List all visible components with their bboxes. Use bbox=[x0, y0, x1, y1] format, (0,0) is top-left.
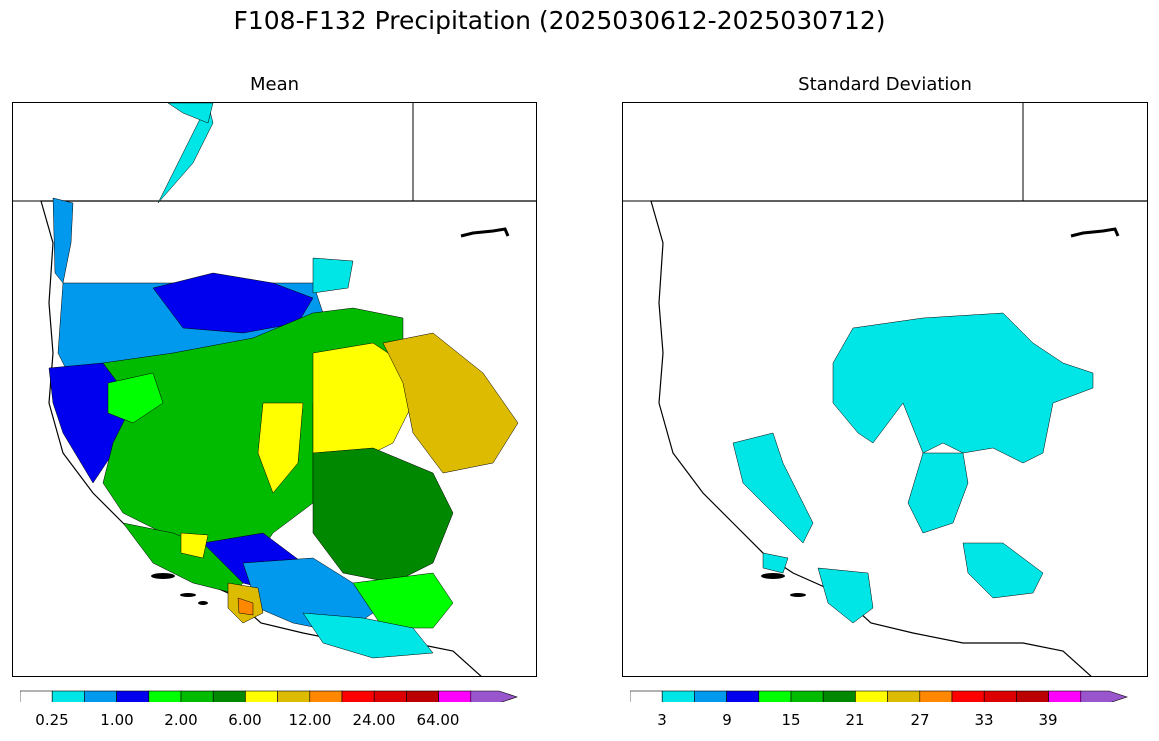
colorbar-swatch bbox=[20, 690, 53, 702]
colorbar-swatch bbox=[116, 690, 150, 702]
colorbar-swatch bbox=[661, 690, 695, 702]
colorbar-swatch bbox=[51, 690, 85, 702]
mean-map-svg bbox=[13, 103, 536, 676]
mean-colorbar-label: 64.00 bbox=[416, 711, 460, 729]
mean-colorbar-label: 0.25 bbox=[35, 711, 69, 729]
stddev-colorbar-label: 9 bbox=[722, 711, 732, 729]
colorbar-swatch bbox=[438, 690, 472, 702]
figure-title: F108-F132 Precipitation (2025030612-2025… bbox=[233, 6, 886, 35]
stddev-colorbar-label: 3 bbox=[657, 711, 667, 729]
mean-colorbar-label: 24.00 bbox=[352, 711, 396, 729]
colorbar-swatch bbox=[790, 690, 824, 702]
colorbar-swatch bbox=[1016, 690, 1049, 702]
colorbar-swatch bbox=[951, 690, 985, 702]
mean-map bbox=[12, 102, 537, 677]
stddev-colorbar bbox=[630, 690, 1128, 702]
colorbar-swatch bbox=[180, 690, 214, 702]
mean-colorbar-labels: 0.25 1.00 2.00 6.00 12.00 24.00 64.00 bbox=[20, 711, 530, 731]
colorbar-swatch bbox=[309, 690, 343, 702]
stddev-colorbar-label: 33 bbox=[974, 711, 994, 729]
colorbar-swatch bbox=[341, 690, 375, 702]
colorbar-swatch bbox=[470, 690, 518, 702]
mean-colorbar-label: 2.00 bbox=[164, 711, 198, 729]
stddev-colorbar-label: 15 bbox=[781, 711, 801, 729]
stddev-colorbar-label: 39 bbox=[1038, 711, 1058, 729]
stddev-map bbox=[622, 102, 1148, 677]
colorbar-swatch bbox=[726, 690, 760, 702]
colorbar-swatch bbox=[84, 690, 117, 702]
stddev-colorbar-label: 27 bbox=[910, 711, 930, 729]
mean-colorbar-label: 12.00 bbox=[288, 711, 332, 729]
colorbar-swatch bbox=[822, 690, 856, 702]
stddev-colorbar-labels: 3 9 15 21 27 33 39 bbox=[630, 711, 1140, 731]
colorbar-swatch bbox=[373, 690, 407, 702]
colorbar-swatch bbox=[919, 690, 953, 702]
stddev-panel-title: Standard Deviation bbox=[798, 74, 972, 95]
mean-colorbar bbox=[20, 690, 518, 702]
colorbar-swatch bbox=[694, 690, 727, 702]
stddev-colorbar-label: 21 bbox=[845, 711, 865, 729]
colorbar-swatch bbox=[1080, 690, 1128, 702]
colorbar-swatch bbox=[406, 690, 439, 702]
colorbar-swatch bbox=[1048, 690, 1082, 702]
colorbar-swatch bbox=[212, 690, 246, 702]
colorbar-swatch bbox=[887, 690, 921, 702]
colorbar-swatch bbox=[245, 690, 278, 702]
stddev-map-svg bbox=[623, 103, 1147, 676]
colorbar-swatch bbox=[983, 690, 1017, 702]
colorbar-swatch bbox=[758, 690, 792, 702]
colorbar-swatch bbox=[148, 690, 182, 702]
colorbar-swatch bbox=[630, 690, 663, 702]
mean-panel-title: Mean bbox=[249, 74, 300, 95]
mean-colorbar-label: 6.00 bbox=[228, 711, 262, 729]
mean-colorbar-label: 1.00 bbox=[100, 711, 134, 729]
colorbar-swatch bbox=[855, 690, 888, 702]
colorbar-swatch bbox=[277, 690, 311, 702]
